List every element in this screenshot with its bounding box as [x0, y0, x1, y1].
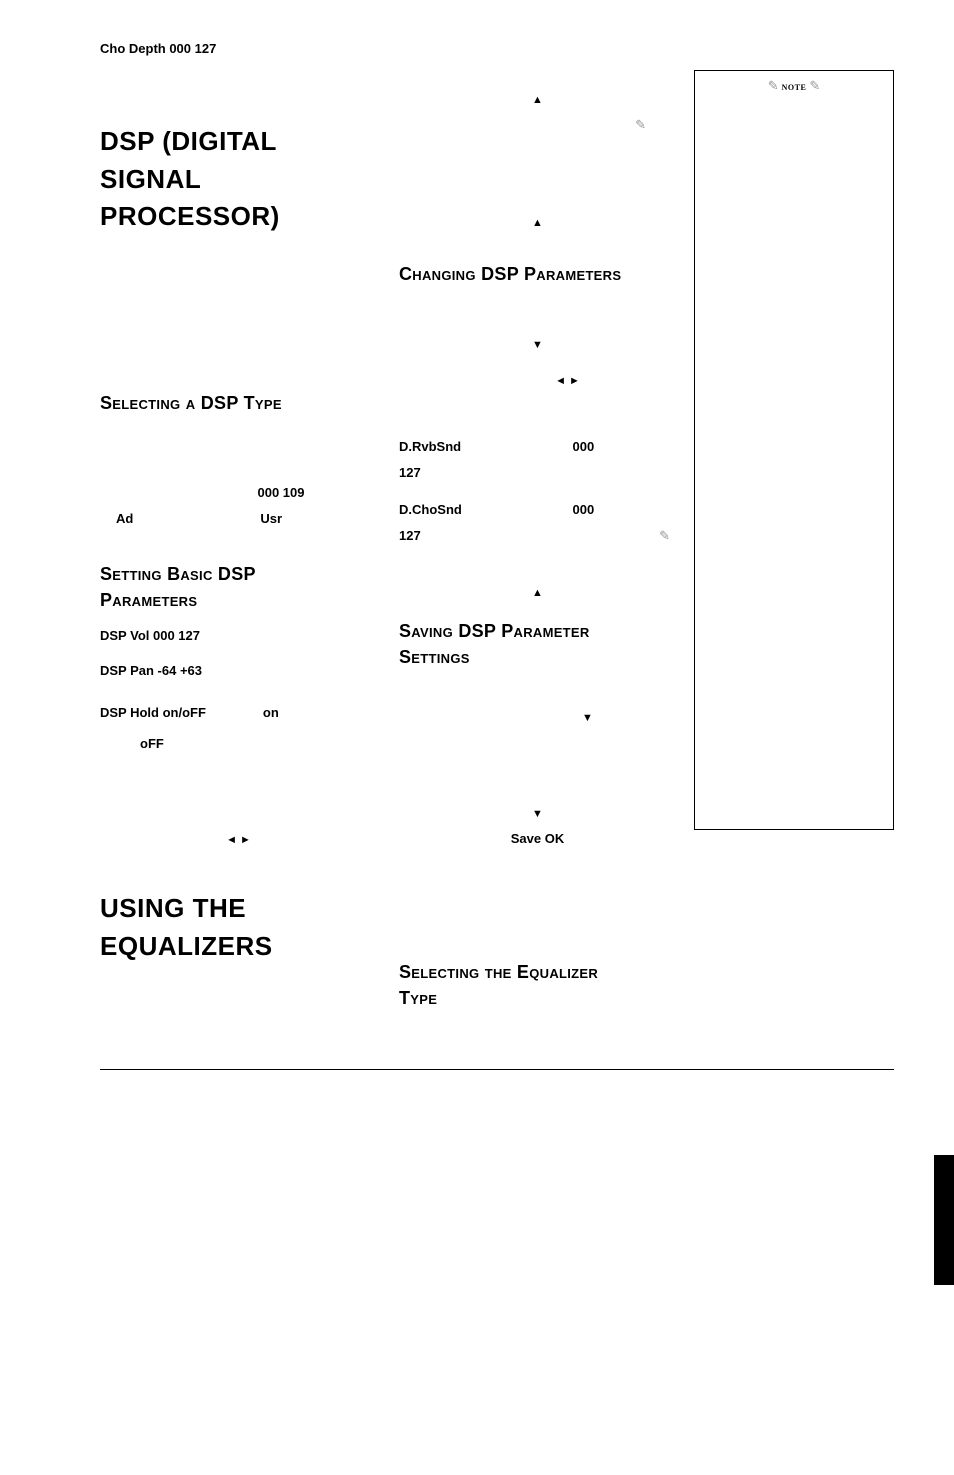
- note-label: note: [782, 79, 807, 93]
- range-line: xxxxxxxxxxxxxxxxxxxxxx 000 109: [100, 484, 377, 504]
- ad-usr-line: Ad Usr: [100, 510, 377, 530]
- footer-rule: [100, 1069, 894, 1070]
- setting-basic-dsp-heading-2: Parameters: [100, 587, 377, 613]
- changing-dsp-heading: Changing DSP Parameters: [399, 261, 676, 287]
- equalizers-heading: USING THE EQUALIZERS: [100, 890, 377, 965]
- page-edge-tab: [934, 1155, 954, 1285]
- selecting-eq-heading-1: Selecting the Equalizer: [399, 959, 676, 985]
- d-rvbsnd-max: 127: [399, 464, 676, 483]
- d-chosnd-max-line: 127 ✎: [399, 527, 676, 547]
- note-box: ✎ note ✎: [694, 70, 894, 830]
- dsp-heading: DSP (DIGITAL SIGNAL PROCESSOR): [100, 123, 377, 236]
- down-triangle-2: ▼: [399, 708, 676, 728]
- up-triangle-1: ▲: [399, 90, 676, 110]
- saving-dsp-heading-2: Settings: [399, 644, 676, 670]
- down-triangle-3: ▼: [399, 804, 676, 824]
- down-triangle-1: ▼: [399, 335, 676, 355]
- dsp-pan-line: DSP Pan -64 +63: [100, 662, 377, 681]
- cho-depth-lcd: Cho Depth 000 127: [100, 40, 377, 59]
- d-rvbsnd-line: D.RvbSnd 000: [399, 438, 676, 458]
- save-ok: Save OK: [399, 830, 676, 849]
- saving-dsp-heading-1: Saving DSP Parameter: [399, 618, 676, 644]
- dsp-hold-line: DSP Hold on/oFF on: [100, 704, 377, 724]
- off-line: oFF: [140, 735, 377, 754]
- up-triangle-3: ▲: [399, 583, 676, 603]
- left-lr-triangles: ◄ ►: [100, 830, 377, 850]
- lr-triangles-1: ◄ ►: [399, 371, 676, 391]
- up-triangle-2: ▲: [399, 213, 676, 233]
- selecting-dsp-type-heading: Selecting a DSP Type: [100, 390, 377, 416]
- dsp-vol-line: DSP Vol 000 127: [100, 627, 377, 646]
- d-chosnd-line: D.ChoSnd 000: [399, 501, 676, 521]
- pencil-1: ✎: [399, 116, 676, 136]
- selecting-eq-heading-2: Type: [399, 985, 676, 1011]
- setting-basic-dsp-heading-1: Setting Basic DSP: [100, 561, 377, 587]
